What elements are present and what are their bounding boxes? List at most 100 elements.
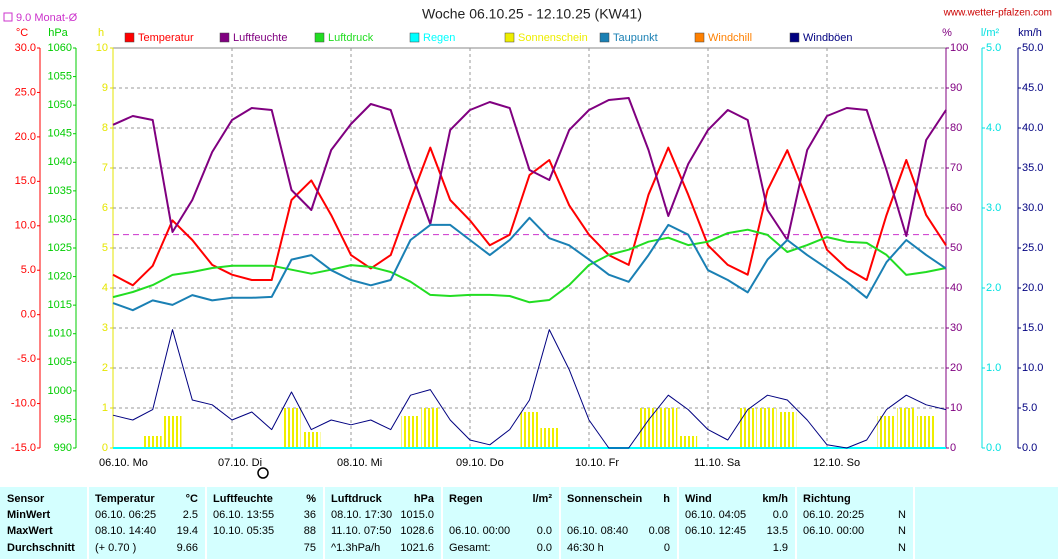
cell-value: 0.0 <box>537 525 552 537</box>
chart-title: Woche 06.10.25 - 12.10.25 (KW41) <box>422 6 642 22</box>
x-tick-label: 07.10. Di <box>218 457 262 469</box>
reference-legend-swatch <box>3 12 13 22</box>
legend-label: Taupunkt <box>613 32 658 44</box>
row-label: MinWert <box>7 509 51 521</box>
y-tick-label: 1055 <box>48 70 72 82</box>
cell-text: 10.10. 05:35 <box>213 525 274 537</box>
legend-label: Temperatur <box>138 32 194 44</box>
y-tick-label: 4.0 <box>986 122 1001 134</box>
cell-value: 0.0 <box>773 509 788 521</box>
cell-text: 46:30 h <box>567 542 604 554</box>
y-tick-label: 1035 <box>48 185 72 197</box>
legend-swatch <box>504 32 515 43</box>
cell-value: 0.0 <box>537 542 552 554</box>
row-label: MaxWert <box>7 525 53 537</box>
y-tick-label: 1050 <box>48 99 72 111</box>
y-tick-label: 1.0 <box>986 362 1001 374</box>
y-tick-label: 90 <box>950 82 962 94</box>
series-line <box>112 329 947 449</box>
y-tick-label: 70 <box>950 162 962 174</box>
y-tick-label: 10 <box>950 402 962 414</box>
y-tick-label: 40.0 <box>1022 122 1043 134</box>
sun-bar <box>282 408 301 448</box>
cell-text: 06.10. 20:25 <box>803 509 864 521</box>
sun-bar <box>778 412 797 448</box>
cell-text: 11.10. 07:50 <box>331 525 391 537</box>
cell-value: 9.66 <box>177 542 198 554</box>
legend-label: Luftfeuchte <box>233 32 287 44</box>
y-tick-label: 50 <box>950 242 962 254</box>
x-tick-label: 12.10. So <box>813 457 860 469</box>
cell-value: 0 <box>664 542 670 554</box>
y-tick-label: 25.0 <box>1022 242 1043 254</box>
legend-label: Windchill <box>708 32 752 44</box>
cell-value: 1.9 <box>773 542 788 554</box>
column-unit: km/h <box>762 493 788 505</box>
legend-label: Windböen <box>803 32 853 44</box>
y-tick-label: 50.0 <box>1022 42 1043 54</box>
y-tick-label: 35.0 <box>1022 162 1043 174</box>
y-tick-label: 10.0 <box>15 220 36 232</box>
y-tick-label: 5.0 <box>986 42 1001 54</box>
row-label: Durchschnitt <box>7 542 75 554</box>
y-tick-label: 1020 <box>48 270 72 282</box>
cell-text: 06.10. 00:00 <box>449 525 510 537</box>
y-tick-label: 10 <box>96 42 108 54</box>
y-tick-label: 15.0 <box>1022 322 1043 334</box>
y-tick-label: 6 <box>102 202 108 214</box>
y-tick-label: 60 <box>950 202 962 214</box>
cell-value: 13.5 <box>767 525 788 537</box>
x-tick-label: 08.10. Mi <box>337 457 382 469</box>
column-header: Luftdruck <box>331 493 383 505</box>
source-link: www.wetter-pfalzen.com <box>943 8 1052 19</box>
legend-label: Luftdruck <box>328 32 374 44</box>
sun-bar <box>163 416 182 448</box>
cell-value: 0.08 <box>649 525 670 537</box>
sun-bar <box>143 436 162 448</box>
cell-text: 08.10. 17:30 <box>331 509 392 521</box>
x-tick-label: 09.10. Do <box>456 457 504 469</box>
y-tick-label: 100 <box>950 42 968 54</box>
legend-swatch <box>789 32 800 43</box>
y-tick-label: 7 <box>102 162 108 174</box>
legend-swatch <box>694 32 705 43</box>
legend-swatch <box>314 32 325 43</box>
y-tick-label: 40 <box>950 282 962 294</box>
y-tick-label: 5.0 <box>21 264 36 276</box>
sun-bar <box>758 408 777 448</box>
y-tick-label: 45.0 <box>1022 82 1043 94</box>
cell-text: (+ 0.70 ) <box>95 542 136 554</box>
sun-bar <box>302 432 321 448</box>
sun-bar <box>738 408 757 448</box>
y-tick-label: 1025 <box>48 242 72 254</box>
y-tick-label: 0.0 <box>1022 442 1037 454</box>
cell-text: Gesamt: <box>449 542 491 554</box>
y-tick-label: 25.0 <box>15 86 36 98</box>
cell-text: 06.10. 08:40 <box>567 525 628 537</box>
y-tick-label: 9 <box>102 82 108 94</box>
cell-value: N <box>898 525 906 537</box>
column-header: Sensor <box>7 493 45 505</box>
series-line <box>112 146 947 287</box>
y-tick-label: 2 <box>102 362 108 374</box>
column-unit: l/m² <box>532 493 552 505</box>
reference-label: 9.0 Monat-Ø <box>16 12 78 24</box>
axis-unit: l/m² <box>981 27 1000 39</box>
sun-bar <box>421 408 440 448</box>
series-line <box>112 97 947 241</box>
cell-text: 06.10. 04:05 <box>685 509 746 521</box>
y-tick-label: 0.0 <box>986 442 1001 454</box>
y-tick-label: 2.0 <box>986 282 1001 294</box>
y-tick-label: -10.0 <box>11 397 36 409</box>
legend-swatch <box>124 32 135 43</box>
column-unit: hPa <box>414 493 435 505</box>
cell-value: 36 <box>304 509 316 521</box>
y-tick-label: 3 <box>102 322 108 334</box>
y-tick-label: 0 <box>950 442 956 454</box>
column-header: Regen <box>449 493 483 505</box>
cell-value: 19.4 <box>177 525 198 537</box>
y-tick-label: 20 <box>950 362 962 374</box>
column-header: Temperatur <box>95 493 155 505</box>
y-tick-label: 990 <box>54 442 72 454</box>
cell-value: N <box>898 509 906 521</box>
